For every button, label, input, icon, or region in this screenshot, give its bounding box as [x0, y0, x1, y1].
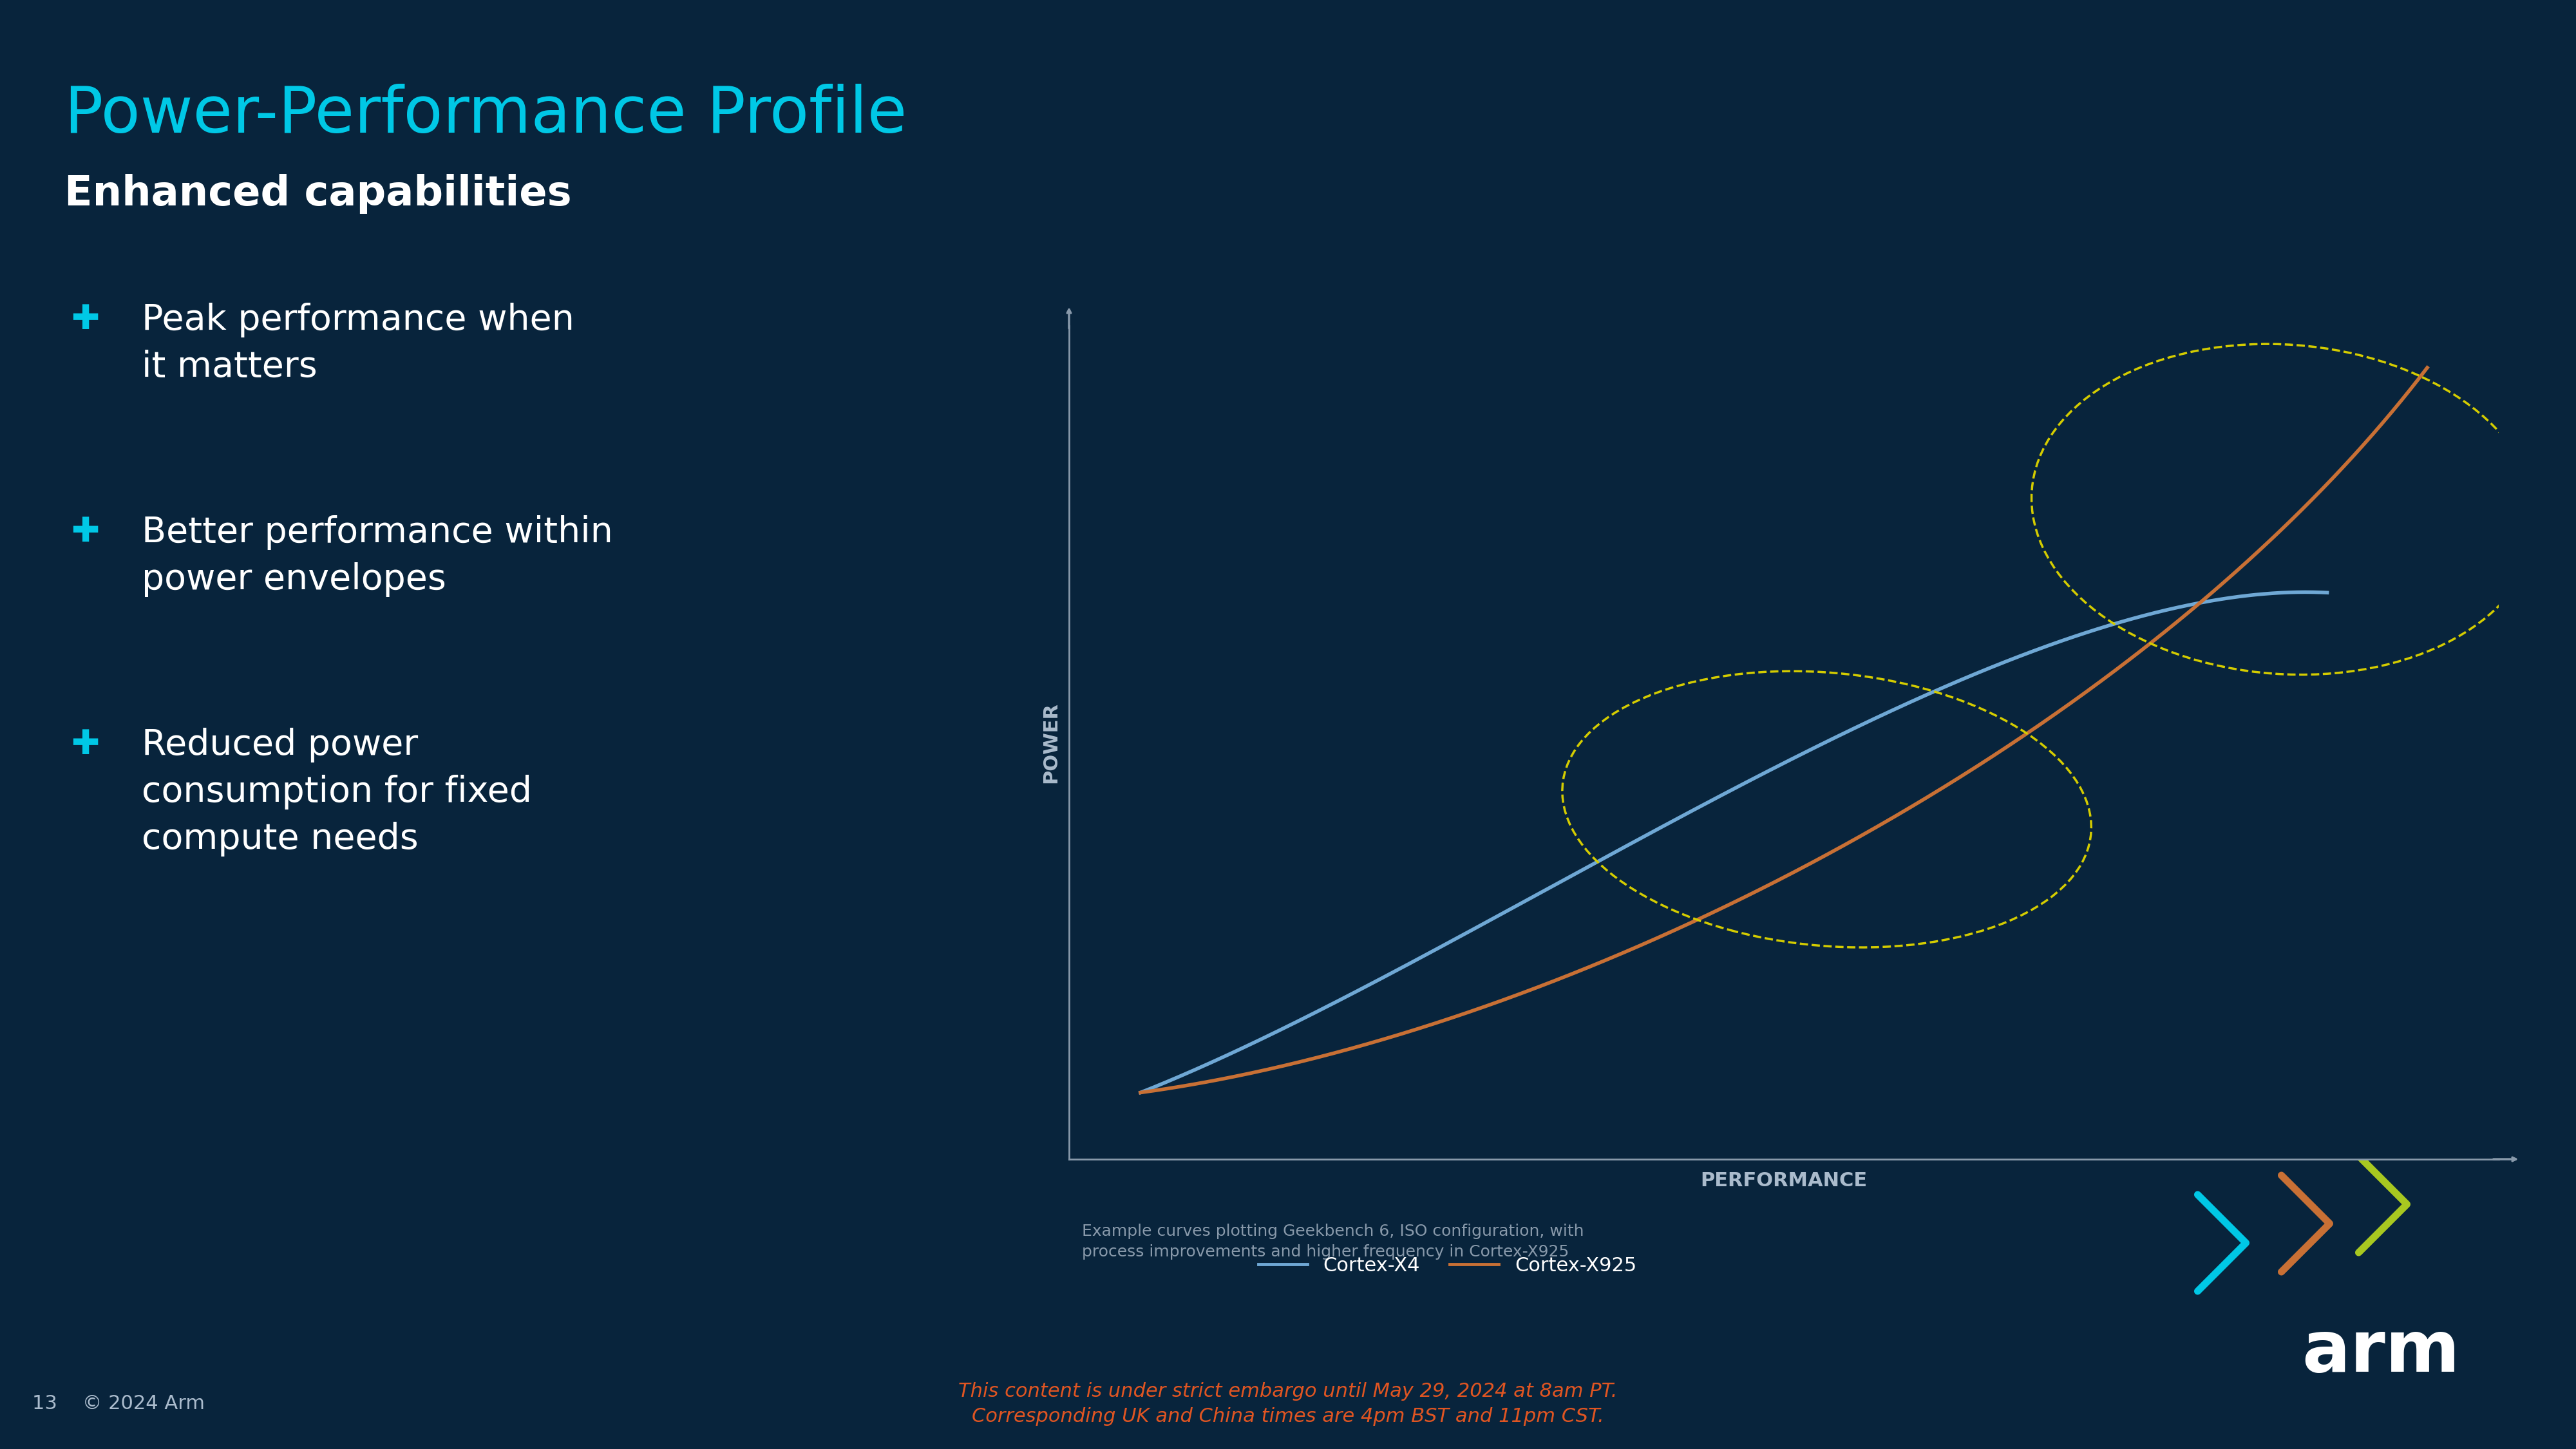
X-axis label: PERFORMANCE: PERFORMANCE — [1700, 1172, 1868, 1191]
Text: ✚: ✚ — [72, 303, 100, 336]
Text: arm: arm — [2303, 1319, 2460, 1387]
Text: Reduced power
consumption for fixed
compute needs: Reduced power consumption for fixed comp… — [142, 727, 533, 856]
Text: Peak performance when
it matters: Peak performance when it matters — [142, 303, 574, 384]
Text: Power-Performance Profile: Power-Performance Profile — [64, 84, 907, 146]
Y-axis label: POWER: POWER — [1041, 701, 1061, 782]
Text: This content is under strict embargo until May 29, 2024 at 8am PT.
Corresponding: This content is under strict embargo unt… — [958, 1382, 1618, 1426]
Text: ✚: ✚ — [72, 727, 100, 761]
Text: ✚: ✚ — [72, 516, 100, 549]
Text: Example curves plotting Geekbench 6, ISO configuration, with
process improvement: Example curves plotting Geekbench 6, ISO… — [1082, 1223, 1584, 1259]
Text: Better performance within
power envelopes: Better performance within power envelope… — [142, 516, 613, 597]
Text: 13    © 2024 Arm: 13 © 2024 Arm — [31, 1394, 206, 1413]
Text: Enhanced capabilities: Enhanced capabilities — [64, 174, 572, 214]
Legend: Cortex-X4, Cortex-X925: Cortex-X4, Cortex-X925 — [1249, 1248, 1643, 1282]
